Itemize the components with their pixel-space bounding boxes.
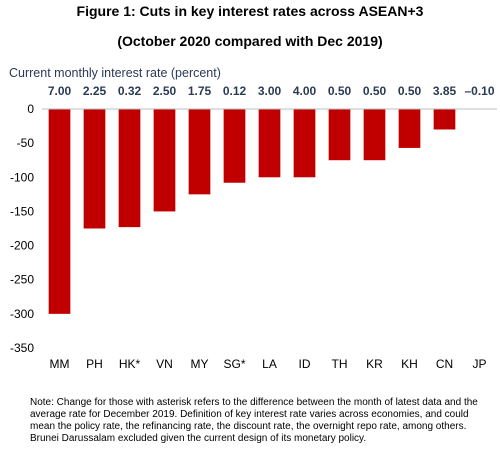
current-rate-label: 2.50 [153, 84, 177, 98]
x-tick-label: CN [436, 357, 453, 371]
current-rate-label: 0.50 [328, 84, 352, 98]
current-rate-label: 0.50 [398, 84, 422, 98]
current-rate-label: 2.25 [83, 84, 107, 98]
y-axis: 0 -50 -100 -150 -200 -250 -300 -350 [10, 102, 34, 355]
bar [433, 109, 456, 130]
current-rate-label: 3.85 [433, 84, 457, 98]
y-tick-label: -200 [10, 239, 34, 253]
y-tick-label: -250 [10, 273, 34, 287]
bar [363, 109, 386, 161]
y-tick-label: -50 [17, 136, 35, 150]
x-tick-label: KH [401, 357, 418, 371]
y-tick-label: -150 [10, 204, 34, 218]
bar [48, 109, 71, 314]
bar [83, 109, 106, 229]
current-rate-label: 0.50 [363, 84, 387, 98]
chart-subtitle: (October 2020 compared with Dec 2019) [117, 33, 383, 49]
x-tick-label: JP [472, 357, 486, 371]
x-tick-label: KR [366, 357, 383, 371]
bar [293, 109, 316, 178]
x-tick-label: HK* [119, 357, 141, 371]
chart-note: Note: Change for those with asterisk ref… [30, 397, 478, 444]
bar [188, 109, 211, 195]
y-tick-label: -300 [10, 307, 34, 321]
chart-title: Figure 1: Cuts in key interest rates acr… [76, 3, 424, 19]
bar [118, 109, 141, 228]
x-tick-label: VN [156, 357, 173, 371]
bar [258, 109, 281, 178]
x-tick-label: MM [50, 357, 70, 371]
x-axis: MM PH HK* VN MY SG* LA ID TH KR KH CN JP [50, 357, 487, 371]
current-rate-label: 4.00 [293, 84, 317, 98]
x-tick-label: ID [299, 357, 311, 371]
current-rate-label: 3.00 [258, 84, 282, 98]
y-tick-label: -350 [10, 341, 34, 355]
bar [223, 109, 246, 183]
bar-series [48, 109, 456, 314]
x-tick-label: MY [191, 357, 209, 371]
rate-row-label: Current monthly interest rate (percent) [9, 66, 221, 80]
bar [328, 109, 351, 161]
x-tick-label: TH [332, 357, 348, 371]
y-tick-label: -100 [10, 170, 34, 184]
current-rate-label: 7.00 [48, 84, 72, 98]
bar-chart: 0 -50 -100 -150 -200 -250 -300 -350 7.00 2.25 0.3… [10, 84, 497, 371]
current-rate-label: 0.32 [118, 84, 142, 98]
current-rate-label: –0.10 [464, 84, 494, 98]
bar [398, 109, 421, 148]
x-tick-label: SG* [223, 357, 245, 371]
x-tick-label: LA [262, 357, 277, 371]
current-rate-labels: 7.00 2.25 0.32 2.50 1.75 0.12 3.00 4.00 0.50 0.50… [48, 84, 495, 98]
bar [153, 109, 176, 212]
y-tick-label: 0 [27, 102, 34, 116]
x-tick-label: PH [86, 357, 103, 371]
current-rate-label: 0.12 [223, 84, 247, 98]
current-rate-label: 1.75 [188, 84, 212, 98]
